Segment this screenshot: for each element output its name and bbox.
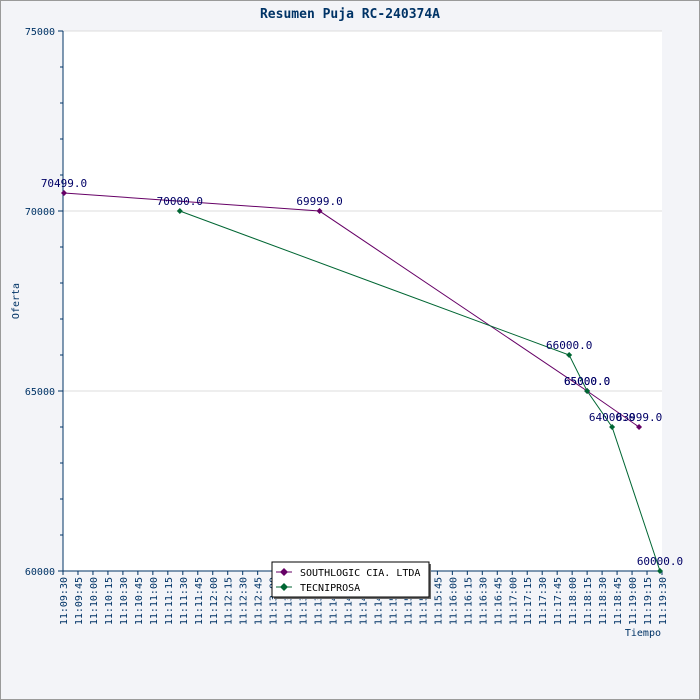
data-point: [584, 388, 591, 394]
x-tick-label: 11:13:30: [299, 577, 310, 625]
data-point: [316, 208, 323, 215]
x-tick-label: 11:09:30: [59, 577, 70, 625]
data-point: [566, 352, 573, 358]
legend-label: SOUTHLOGIC CIA. LTDA: [300, 568, 420, 579]
x-tick-label: 11:19:30: [658, 577, 669, 625]
data-label: 66000.0: [546, 339, 592, 352]
x-tick-label: 11:19:15: [643, 577, 654, 625]
x-tick-label: 11:11:15: [164, 577, 175, 625]
x-tick-label: 11:10:15: [104, 577, 115, 625]
x-tick-label: 11:10:45: [134, 577, 145, 625]
x-tick-label: 11:19:00: [628, 577, 639, 625]
x-tick-label: 11:10:00: [89, 577, 100, 625]
series-line-1: [63, 192, 640, 428]
x-tick-label: 11:13:15: [284, 577, 295, 625]
x-tick-label: 11:16:45: [493, 577, 504, 625]
data-point: [176, 208, 183, 214]
data-point: [636, 424, 643, 431]
x-tick-label: 11:15:00: [388, 577, 399, 625]
x-tick-label: 11:11:30: [179, 577, 190, 625]
x-tick-label: 11:13:45: [314, 577, 325, 625]
data-label: 65000.0: [564, 375, 610, 388]
legend-label: TECNIPROSA: [300, 583, 360, 594]
x-tick-label: 11:18:30: [598, 577, 609, 625]
data-label: 70000.0: [157, 195, 203, 208]
x-tick-label: 11:17:15: [523, 577, 534, 625]
plot-area: [63, 31, 662, 571]
x-tick-label: 11:17:45: [553, 577, 564, 625]
x-tick-label: 11:12:45: [254, 577, 265, 625]
chart-title: Resumen Puja RC-240374A: [260, 7, 440, 22]
x-tick-label: 11:17:00: [508, 577, 519, 625]
data-label: 60000.0: [637, 555, 683, 568]
x-tick-label: 11:16:00: [448, 577, 459, 625]
x-tick-label: 11:15:45: [433, 577, 444, 625]
legend-swatch-marker: [280, 583, 288, 591]
x-axis-label: Tiempo: [625, 628, 661, 639]
y-tick-label: 65000: [25, 387, 55, 398]
x-tick-label: 11:10:30: [119, 577, 130, 625]
x-tick-label: 11:18:45: [613, 577, 624, 625]
x-tick-label: 11:14:45: [373, 577, 384, 625]
data-label: 65000.0: [564, 375, 610, 388]
x-tick-label: 11:14:00: [329, 577, 340, 625]
x-tick-label: 11:11:45: [194, 577, 205, 625]
x-tick-label: 11:17:30: [538, 577, 549, 625]
x-tick-label: 11:15:15: [403, 577, 414, 625]
data-point: [60, 190, 67, 197]
x-tick-label: 11:16:15: [463, 577, 474, 625]
x-tick-label: 11:11:00: [149, 577, 160, 625]
legend-swatch-marker: [280, 568, 288, 576]
data-point: [657, 568, 664, 574]
x-tick-label: 11:18:00: [568, 577, 579, 625]
x-tick-label: 11:14:30: [359, 577, 370, 625]
y-tick-label: 75000: [25, 27, 55, 38]
x-tick-label: 11:12:15: [224, 577, 235, 625]
x-tick-label: 11:18:15: [583, 577, 594, 625]
data-label: 64000.0: [589, 411, 635, 424]
legend-box: [271, 561, 430, 598]
data-label: 70499.0: [41, 177, 87, 190]
y-tick-label: 70000: [25, 207, 55, 218]
data-point: [609, 424, 616, 430]
y-tick-label: 60000: [25, 567, 55, 578]
x-tick-label: 11:15:30: [418, 577, 429, 625]
data-label: 63999.0: [616, 411, 662, 424]
x-tick-label: 11:12:30: [239, 577, 250, 625]
x-tick-label: 11:09:45: [74, 577, 85, 625]
x-tick-label: 11:16:30: [478, 577, 489, 625]
x-tick-label: 11:13:00: [269, 577, 280, 625]
y-axis-label: Oferta: [11, 283, 22, 319]
data-label: 69999.0: [296, 195, 342, 208]
x-tick-label: 11:12:00: [209, 577, 220, 625]
x-tick-label: 11:14:15: [344, 577, 355, 625]
